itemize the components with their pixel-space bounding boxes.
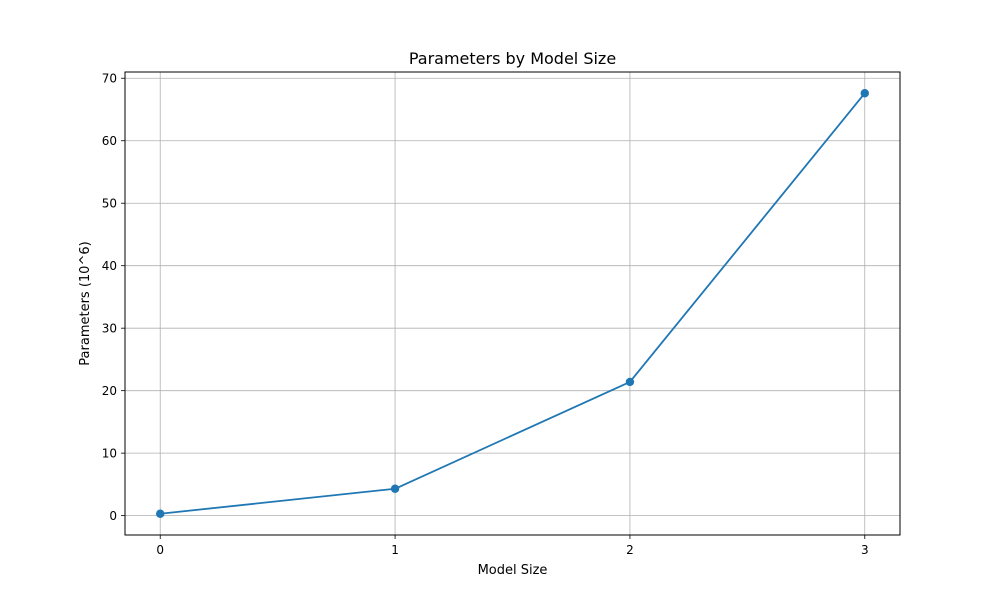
x-axis-label: Model Size [478, 563, 548, 578]
x-tick-label: 3 [861, 543, 869, 557]
x-tick-label: 2 [626, 543, 634, 557]
y-axis-label: Parameters (10^6) [78, 241, 93, 365]
grid-lines [125, 72, 900, 535]
y-tick-label: 10 [102, 447, 117, 461]
x-tick-label: 1 [391, 543, 399, 557]
y-tick-label: 60 [102, 134, 117, 148]
y-tick-label: 0 [109, 509, 117, 523]
y-tick-label: 70 [102, 72, 117, 86]
data-point [625, 377, 635, 387]
y-tick-label: 40 [102, 259, 117, 273]
y-tick-label: 20 [102, 384, 117, 398]
y-tick-label: 30 [102, 322, 117, 336]
plot-frame [124, 71, 901, 536]
data-series [156, 89, 869, 518]
data-point [390, 484, 400, 493]
data-point [156, 509, 165, 518]
x-tick-label: 0 [156, 543, 164, 557]
series-line [160, 92, 866, 515]
y-tick-label: 50 [102, 197, 117, 211]
chart-title: Parameters by Model Size [409, 49, 616, 68]
data-point [860, 89, 869, 98]
